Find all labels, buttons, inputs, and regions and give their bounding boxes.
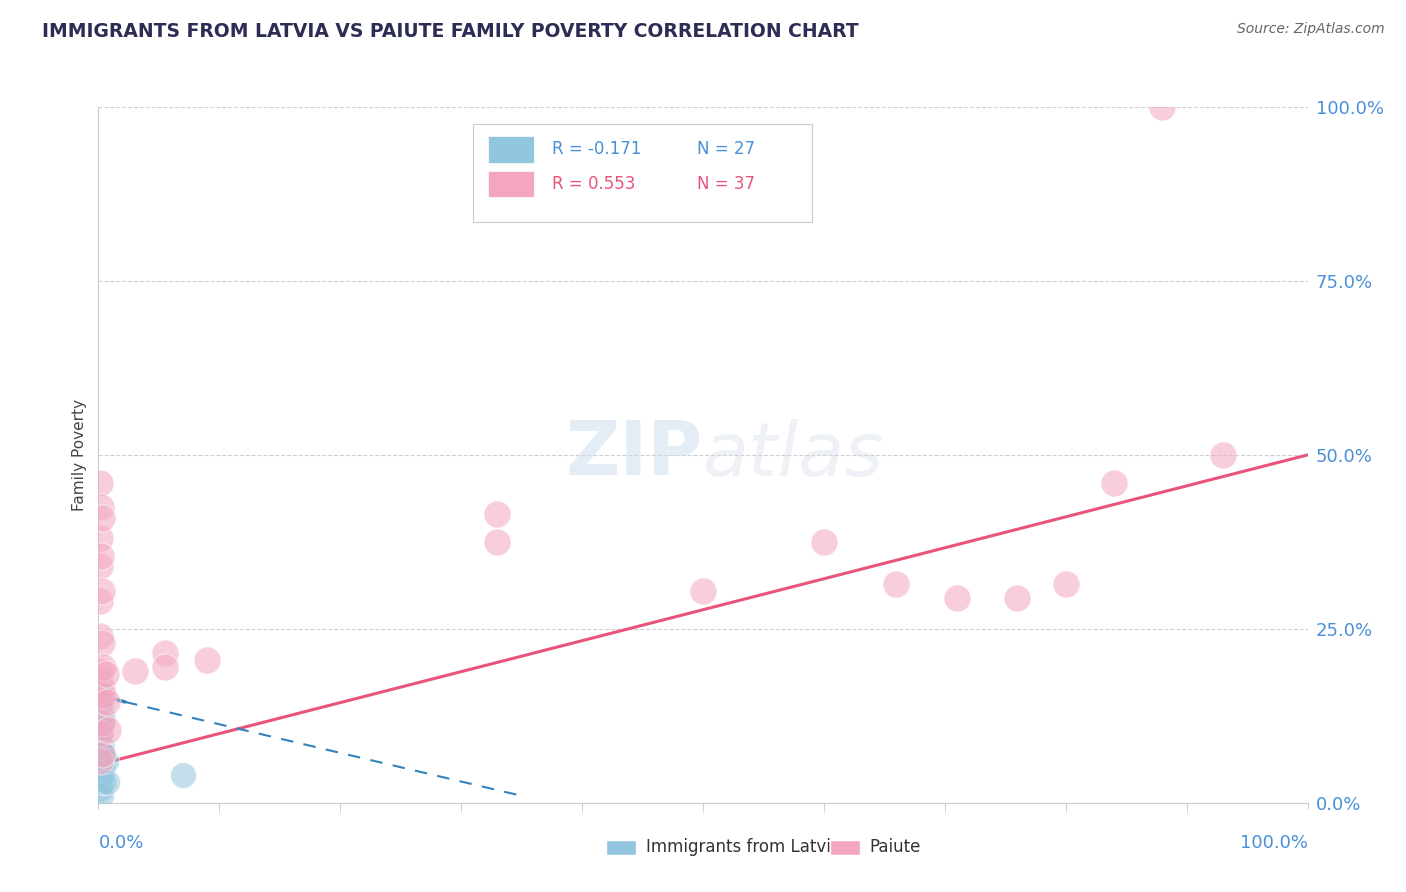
Point: [89, 740, 111, 755]
Point: [1007, 591, 1029, 605]
Point: [90, 726, 112, 740]
Point: [91, 747, 114, 761]
Point: [91, 761, 114, 775]
Text: N = 37: N = 37: [697, 175, 755, 194]
Point: [153, 646, 176, 660]
Y-axis label: Family Poverty: Family Poverty: [72, 399, 87, 511]
Point: [89, 594, 111, 608]
Text: Paiute: Paiute: [870, 838, 921, 856]
Point: [89, 629, 111, 643]
Point: [886, 576, 908, 591]
Point: [90, 706, 112, 720]
Point: [91, 712, 114, 726]
Point: [97, 723, 120, 737]
Bar: [488, 136, 534, 162]
Point: [96, 775, 118, 789]
Point: [89, 726, 111, 740]
Point: [1212, 448, 1234, 462]
Point: [946, 591, 969, 605]
Point: [89, 719, 111, 733]
Point: [172, 768, 194, 782]
Point: [91, 715, 114, 730]
Text: N = 27: N = 27: [697, 140, 755, 159]
Point: [91, 775, 114, 789]
Point: [90, 549, 112, 563]
Text: ZIP: ZIP: [565, 418, 703, 491]
Text: IMMIGRANTS FROM LATVIA VS PAIUTE FAMILY POVERTY CORRELATION CHART: IMMIGRANTS FROM LATVIA VS PAIUTE FAMILY …: [42, 22, 859, 41]
Point: [89, 664, 111, 678]
Point: [486, 535, 509, 549]
Point: [89, 772, 111, 786]
Point: [90, 747, 112, 761]
Point: [89, 695, 111, 709]
Point: [91, 715, 114, 730]
Point: [91, 688, 114, 702]
Point: [96, 695, 118, 709]
Point: [89, 688, 111, 702]
Point: [89, 708, 111, 723]
Bar: [830, 839, 860, 855]
Point: [91, 636, 114, 650]
Text: R = 0.553: R = 0.553: [551, 175, 636, 194]
Bar: [488, 171, 534, 197]
Point: [124, 664, 146, 678]
Point: [90, 768, 112, 782]
Point: [89, 475, 111, 490]
FancyBboxPatch shape: [474, 124, 811, 222]
Point: [1054, 576, 1077, 591]
Text: 0.0%: 0.0%: [98, 834, 143, 852]
Point: [195, 653, 218, 667]
Point: [94, 754, 117, 768]
Point: [89, 559, 111, 574]
Text: atlas: atlas: [703, 419, 884, 491]
Bar: [606, 839, 637, 855]
Point: [486, 507, 509, 521]
Point: [692, 583, 714, 598]
Point: [1152, 100, 1174, 114]
Point: [90, 789, 112, 803]
Point: [91, 695, 114, 709]
Point: [89, 730, 111, 744]
Point: [89, 781, 111, 796]
Point: [1102, 475, 1125, 490]
Point: [89, 754, 111, 768]
Point: [153, 660, 176, 674]
Point: [91, 747, 114, 761]
Point: [89, 698, 111, 713]
Text: 100.0%: 100.0%: [1240, 834, 1308, 852]
Point: [813, 535, 835, 549]
Point: [89, 532, 111, 546]
Point: [91, 681, 114, 695]
Point: [89, 761, 111, 775]
Point: [91, 740, 114, 755]
Text: R = -0.171: R = -0.171: [551, 140, 641, 159]
Point: [90, 500, 112, 514]
Point: [91, 583, 114, 598]
Text: Source: ZipAtlas.com: Source: ZipAtlas.com: [1237, 22, 1385, 37]
Point: [91, 510, 114, 524]
Point: [94, 667, 117, 681]
Point: [89, 674, 111, 689]
Point: [90, 684, 112, 698]
Point: [91, 660, 114, 674]
Text: Immigrants from Latvia: Immigrants from Latvia: [647, 838, 841, 856]
Point: [89, 750, 111, 764]
